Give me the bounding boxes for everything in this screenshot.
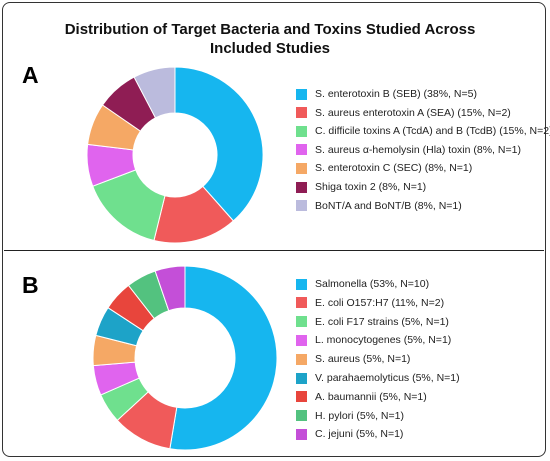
legend-a-swatch-3 [296,144,307,156]
legend-a-item-4: S. enterotoxin C (SEC) (8%, N=1) [296,162,472,174]
legend-a-swatch-2 [296,125,307,137]
legend-a-swatch-0 [296,88,307,100]
donut-b-slice-0 [169,265,278,451]
donut-chart-a [86,66,264,244]
legend-a-swatch-4 [296,162,307,174]
legend-b-swatch-7 [296,410,307,422]
legend-b-swatch-0 [296,278,307,290]
legend-a-swatch-5 [296,181,307,193]
legend-a-label-2: C. difficile toxins A (TcdA) and B (TcdB… [315,125,550,138]
legend-b-swatch-1 [296,297,307,309]
legend-a-item-1: S. aureus enterotoxin A (SEA) (15%, N=2) [296,107,511,119]
legend-b-item-5: V. parahaemolyticus (5%, N=1) [296,372,460,384]
legend-a-item-3: S. aureus α-hemolysin (Hla) toxin (8%, N… [296,144,521,156]
donut-a-slice-6 [133,66,176,119]
legend-b-item-4: S. aureus (5%, N=1) [296,353,410,365]
legend-a-item-6: BoNT/A and BoNT/B (8%, N=1) [296,200,462,212]
legend-b-label-2: E. coli F17 strains (5%, N=1) [315,315,449,328]
legend-a-item-5: Shiga toxin 2 (8%, N=1) [296,181,426,193]
legend-b-swatch-3 [296,334,307,346]
legend-a-label-3: S. aureus α-hemolysin (Hla) toxin (8%, N… [315,143,521,156]
legend-a-label-4: S. enterotoxin C (SEC) (8%, N=1) [315,162,473,175]
legend-b-swatch-6 [296,391,307,403]
panel-label-a: A [22,62,39,88]
legend-b-swatch-5 [296,372,307,384]
donut-chart-b [92,265,278,451]
donut-b-slice-8 [154,265,186,312]
legend-a-label-0: S. enterotoxin B (SEB) (38%, N=5) [315,88,477,100]
legend-a-label-5: Shiga toxin 2 (8%, N=1) [315,181,427,193]
panel-divider [4,250,544,251]
legend-b-label-1: E. coli O157:H7 (11%, N=2) [315,296,445,309]
legend-b-label-4: S. aureus (5%, N=1) [315,353,411,366]
legend-b-item-7: H. pylori (5%, N=1) [296,410,404,422]
legend-b-item-8: C. jejuni (5%, N=1) [296,428,403,440]
legend-a-label-6: BoNT/A and BoNT/B (8%, N=1) [315,199,462,212]
legend-b-label-3: L. monocytogenes (5%, N=1) [315,334,452,347]
legend-a-item-2: C. difficile toxins A (TcdA) and B (TcdB… [296,125,550,137]
legend-b-label-8: C. jejuni (5%, N=1) [315,428,404,441]
legend-a-label-1: S. aureus enterotoxin A (SEA) (15%, N=2) [315,106,511,119]
legend-a-swatch-6 [296,200,307,212]
legend-b-item-3: L. monocytogenes (5%, N=1) [296,334,451,346]
legend-b-label-0: Salmonella (53%, N=10) [315,278,430,290]
legend-b-item-6: A. baumannii (5%, N=1) [296,391,427,403]
legend-b-label-5: V. parahaemolyticus (5%, N=1) [315,372,460,384]
donut-a-slice-0 [174,66,264,222]
legend-b-swatch-8 [296,428,307,440]
legend-b-item-0: Salmonella (53%, N=10) [296,278,429,290]
panel-label-b: B [22,272,39,298]
legend-b-item-2: E. coli F17 strains (5%, N=1) [296,316,449,328]
legend-b-swatch-4 [296,353,307,365]
legend-b-label-7: H. pylori (5%, N=1) [315,409,404,422]
legend-a-swatch-1 [296,107,307,119]
legend-b: Salmonella (53%, N=10) E. coli O157:H7 (1… [296,278,546,440]
legend-b-label-6: A. baumannii (5%, N=1) [315,390,427,403]
legend-a-item-0: S. enterotoxin B (SEB) (38%, N=5) [296,88,477,100]
legend-b-swatch-2 [296,316,307,328]
legend-b-item-1: E. coli O157:H7 (11%, N=2) [296,297,444,309]
legend-a: S. enterotoxin B (SEB) (38%, N=5) S. aure… [296,88,550,218]
figure-title: Distribution of Target Bacteria and Toxi… [64,21,476,57]
